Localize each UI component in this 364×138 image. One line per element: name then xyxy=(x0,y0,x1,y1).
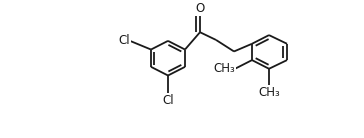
Text: CH₃: CH₃ xyxy=(258,86,280,99)
Text: O: O xyxy=(195,2,205,15)
Text: Cl: Cl xyxy=(118,34,130,47)
Text: Cl: Cl xyxy=(162,94,174,107)
Text: CH₃: CH₃ xyxy=(213,62,235,75)
